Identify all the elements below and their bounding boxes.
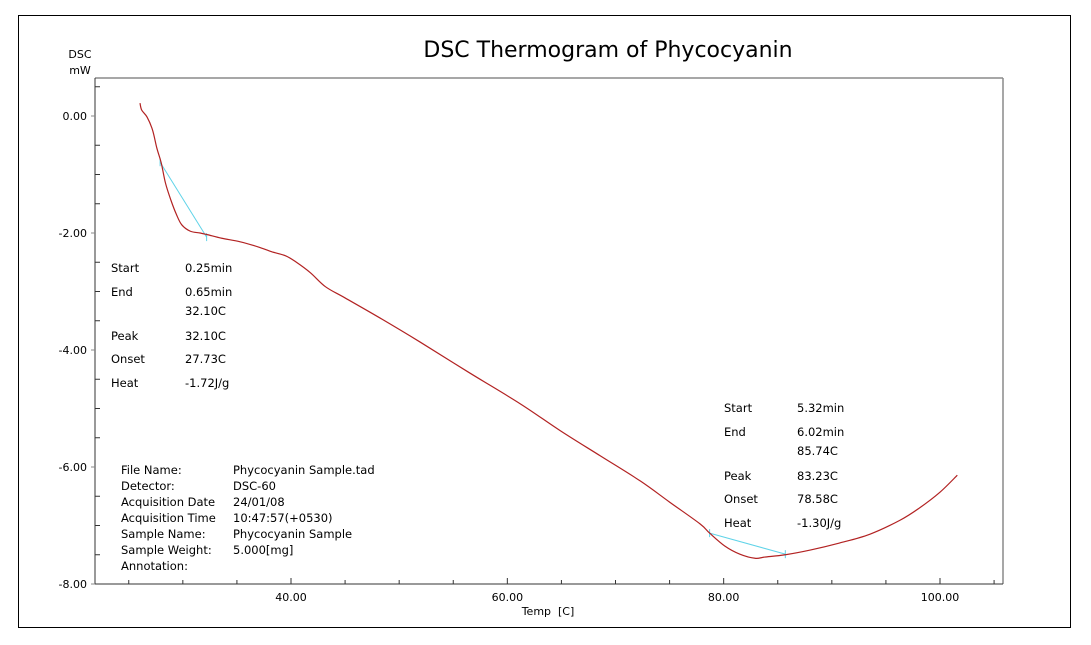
file-info-label: Sample Name: <box>121 527 206 541</box>
file-info-label: Acquisition Time <box>121 511 216 525</box>
y-tick-label: -6.00 <box>59 461 87 474</box>
x-axis-label: Temp [C] <box>521 605 575 618</box>
peak-1-results-value: 0.25min <box>185 261 232 275</box>
baseline-peak-2 <box>709 532 786 555</box>
peak-1-results-label: Peak <box>111 329 139 343</box>
file-info-label: Acquisition Date <box>121 495 215 509</box>
peak-1-results-label: Start <box>111 261 140 275</box>
peak-2-results-label: End <box>724 425 746 439</box>
peak-1-results-label: Onset <box>111 352 145 366</box>
x-tick-label: 100.00 <box>921 591 960 604</box>
x-tick-label: 60.00 <box>492 591 524 604</box>
chart-title: DSC Thermogram of Phycocyanin <box>423 38 792 63</box>
peak-1-results-label: End <box>111 285 133 299</box>
peak-2-results-label: Peak <box>724 469 752 483</box>
y-axis-label-line2: mW <box>69 64 91 77</box>
file-info-label: Annotation: <box>121 559 188 573</box>
peak-1-results-value: 32.10C <box>185 329 226 343</box>
file-info-value: 10:47:57(+0530) <box>233 511 333 525</box>
y-axis-label-line1: DSC <box>68 48 91 61</box>
x-tick-label: 40.00 <box>275 591 307 604</box>
file-info-label: Detector: <box>121 479 175 493</box>
y-tick-label: 0.00 <box>63 110 88 123</box>
y-tick-label: -4.00 <box>59 344 87 357</box>
peak-2-results-value: -1.30J/g <box>797 516 841 530</box>
y-tick-label: -8.00 <box>59 578 87 591</box>
file-info-value: 24/01/08 <box>233 495 285 509</box>
peak-2-results-value: 85.74C <box>797 444 838 458</box>
dsc-curve <box>139 102 958 559</box>
peak-2-results-label: Heat <box>724 516 752 530</box>
peak-2-results-label: Onset <box>724 492 758 506</box>
file-info-label: Sample Weight: <box>121 543 212 557</box>
file-info-value: DSC-60 <box>233 479 276 493</box>
peak-2-results-value: 6.02min <box>797 425 844 439</box>
peak-1-results-value: 27.73C <box>185 352 226 366</box>
file-info-value: 5.000[mg] <box>233 543 293 557</box>
baseline-peak-1 <box>159 161 208 238</box>
file-info-label: File Name: <box>121 463 182 477</box>
x-tick-label: 80.00 <box>708 591 740 604</box>
file-info-value: Phycocyanin Sample.tad <box>233 463 375 477</box>
peak-1-results-value: 32.10C <box>185 304 226 318</box>
peak-2-results-value: 83.23C <box>797 469 838 483</box>
peak-2-results-value: 78.58C <box>797 492 838 506</box>
peak-1-results-value: -1.72J/g <box>185 376 229 390</box>
peak-2-results-label: Start <box>724 401 753 415</box>
y-tick-label: -2.00 <box>59 227 87 240</box>
peak-1-results-value: 0.65min <box>185 285 232 299</box>
chart-frame <box>18 15 1071 628</box>
file-info-value: Phycocyanin Sample <box>233 527 352 541</box>
peak-1-results-label: Heat <box>111 376 139 390</box>
peak-2-results-value: 5.32min <box>797 401 844 415</box>
